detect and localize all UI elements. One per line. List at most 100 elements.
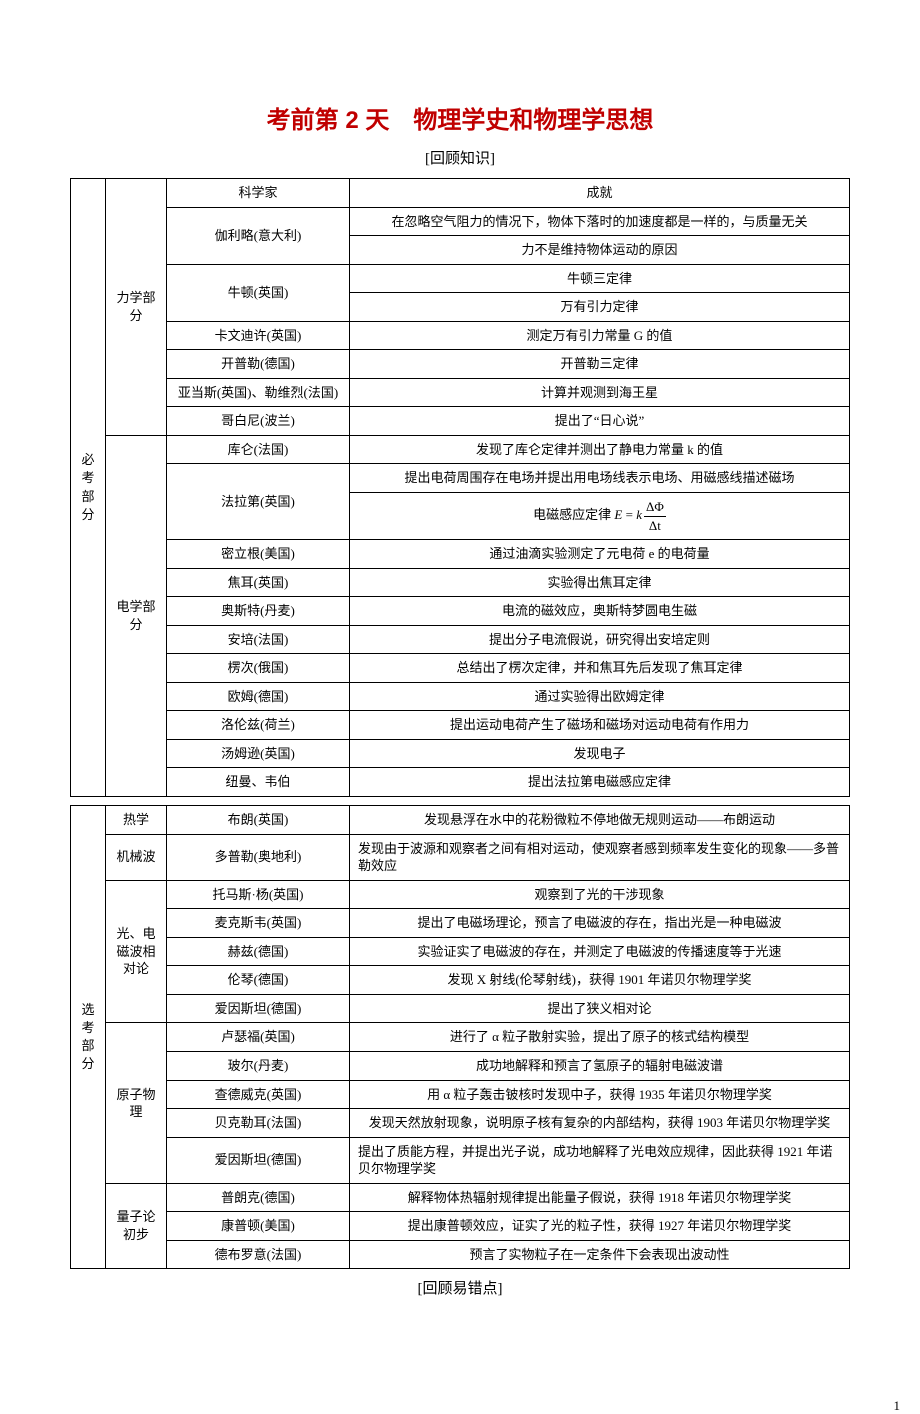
category-label: 电学部分	[106, 435, 167, 796]
achievement-cell: 提出电荷周围存在电场并提出用电场线表示电场、用磁感线描述磁场	[350, 464, 850, 493]
scientist-cell: 密立根(美国)	[167, 540, 350, 569]
scientist-cell: 爱因斯坦(德国)	[167, 994, 350, 1023]
table-row: 卡文迪许(英国)测定万有引力常量 G 的值	[71, 321, 850, 350]
table-row: 爱因斯坦(德国)提出了狭义相对论	[71, 994, 850, 1023]
table-row: 康普顿(美国)提出康普顿效应，证实了光的粒子性，获得 1927 年诺贝尔物理学奖	[71, 1212, 850, 1241]
table-row: 牛顿(英国)牛顿三定律	[71, 264, 850, 293]
table-row: 欧姆(德国)通过实验得出欧姆定律	[71, 682, 850, 711]
scientist-cell: 洛伦兹(荷兰)	[167, 711, 350, 740]
scientist-cell: 纽曼、韦伯	[167, 768, 350, 797]
page-number: 1	[0, 1398, 920, 1414]
achievement-cell: 电磁感应定律 E = kΔΦΔt	[350, 493, 850, 540]
achievement-cell: 发现电子	[350, 739, 850, 768]
table-row: 开普勒(德国)开普勒三定律	[71, 350, 850, 379]
scientist-cell: 库仑(法国)	[167, 435, 350, 464]
table-row: 光、电磁波相对论托马斯·杨(英国)观察到了光的干涉现象	[71, 880, 850, 909]
achievement-cell: 成功地解释和预言了氢原子的辐射电磁波谱	[350, 1051, 850, 1080]
achievement-cell: 发现由于波源和观察者之间有相对运动，使观察者感到频率发生变化的现象——多普勒效应	[350, 834, 850, 880]
scientist-cell: 亚当斯(英国)、勒维烈(法国)	[167, 378, 350, 407]
table-row: 原子物理卢瑟福(英国)进行了 α 粒子散射实验，提出了原子的核式结构模型	[71, 1023, 850, 1052]
table-row: 选考部分热学布朗(英国)发现悬浮在水中的花粉微粒不停地做无规则运动——布朗运动	[71, 806, 850, 835]
achievement-cell: 提出法拉第电磁感应定律	[350, 768, 850, 797]
scientist-cell: 查德威克(英国)	[167, 1080, 350, 1109]
achievement-cell: 总结出了楞次定律，并和焦耳先后发现了焦耳定律	[350, 654, 850, 683]
table-row: 贝克勒耳(法国)发现天然放射现象，说明原子核有复杂的内部结构，获得 1903 年…	[71, 1109, 850, 1138]
table-row: 爱因斯坦(德国)提出了质能方程，并提出光子说，成功地解释了光电效应规律，因此获得…	[71, 1137, 850, 1183]
scientist-cell: 牛顿(英国)	[167, 264, 350, 321]
scientist-cell: 德布罗意(法国)	[167, 1240, 350, 1269]
scientist-cell: 伦琴(德国)	[167, 966, 350, 995]
scientist-cell: 哥白尼(波兰)	[167, 407, 350, 436]
category-label: 机械波	[106, 834, 167, 880]
section-table: 选考部分热学布朗(英国)发现悬浮在水中的花粉微粒不停地做无规则运动——布朗运动机…	[70, 805, 850, 1269]
achievement-cell: 发现天然放射现象，说明原子核有复杂的内部结构，获得 1903 年诺贝尔物理学奖	[350, 1109, 850, 1138]
side-label: 选考部分	[71, 806, 106, 1269]
category-label: 光、电磁波相对论	[106, 880, 167, 1023]
achievement-cell: 提出了“日心说”	[350, 407, 850, 436]
scientist-cell: 焦耳(英国)	[167, 568, 350, 597]
table-row: 伽利略(意大利)在忽略空气阻力的情况下，物体下落时的加速度都是一样的，与质量无关	[71, 207, 850, 236]
table-row: 必考部分力学部分科学家成就	[71, 179, 850, 208]
achievement-cell: 万有引力定律	[350, 293, 850, 322]
table-row: 亚当斯(英国)、勒维烈(法国)计算并观测到海王星	[71, 378, 850, 407]
achievement-cell: 开普勒三定律	[350, 350, 850, 379]
table-row: 哥白尼(波兰)提出了“日心说”	[71, 407, 850, 436]
table-row: 汤姆逊(英国)发现电子	[71, 739, 850, 768]
table-row: 量子论初步普朗克(德国)解释物体热辐射规律提出能量子假说，获得 1918 年诺贝…	[71, 1183, 850, 1212]
table-row: 密立根(美国)通过油滴实验测定了元电荷 e 的电荷量	[71, 540, 850, 569]
scientist-cell: 普朗克(德国)	[167, 1183, 350, 1212]
scientist-cell: 多普勒(奥地利)	[167, 834, 350, 880]
scientist-cell: 欧姆(德国)	[167, 682, 350, 711]
achievement-cell: 提出了狭义相对论	[350, 994, 850, 1023]
scientist-cell: 法拉第(英国)	[167, 464, 350, 540]
scientist-cell: 康普顿(美国)	[167, 1212, 350, 1241]
scientist-cell: 卢瑟福(英国)	[167, 1023, 350, 1052]
table-row: 电学部分库仑(法国)发现了库仑定律并测出了静电力常量 k 的值	[71, 435, 850, 464]
table-row: 伦琴(德国)发现 X 射线(伦琴射线)，获得 1901 年诺贝尔物理学奖	[71, 966, 850, 995]
achievement-cell: 发现 X 射线(伦琴射线)，获得 1901 年诺贝尔物理学奖	[350, 966, 850, 995]
scientist-cell: 麦克斯韦(英国)	[167, 909, 350, 938]
achievement-cell: 解释物体热辐射规律提出能量子假说，获得 1918 年诺贝尔物理学奖	[350, 1183, 850, 1212]
footer-subtitle: [回顾易错点]	[70, 1277, 850, 1298]
table-row: 奥斯特(丹麦)电流的磁效应，奥斯特梦圆电生磁	[71, 597, 850, 626]
table-row: 法拉第(英国)提出电荷周围存在电场并提出用电场线表示电场、用磁感线描述磁场	[71, 464, 850, 493]
scientist-cell: 奥斯特(丹麦)	[167, 597, 350, 626]
side-label: 必考部分	[71, 179, 106, 797]
table-row: 楞次(俄国)总结出了楞次定律，并和焦耳先后发现了焦耳定律	[71, 654, 850, 683]
achievement-cell: 提出了电磁场理论，预言了电磁波的存在，指出光是一种电磁波	[350, 909, 850, 938]
table-row: 玻尔(丹麦)成功地解释和预言了氢原子的辐射电磁波谱	[71, 1051, 850, 1080]
section-subtitle: [回顾知识]	[70, 147, 850, 168]
category-label: 量子论初步	[106, 1183, 167, 1269]
achievement-cell: 实验得出焦耳定律	[350, 568, 850, 597]
table-row: 查德威克(英国)用 α 粒子轰击铍核时发现中子，获得 1935 年诺贝尔物理学奖	[71, 1080, 850, 1109]
scientist-cell: 伽利略(意大利)	[167, 207, 350, 264]
achievement-cell: 成就	[350, 179, 850, 208]
achievement-cell: 预言了实物粒子在一定条件下会表现出波动性	[350, 1240, 850, 1269]
scientist-cell: 贝克勒耳(法国)	[167, 1109, 350, 1138]
scientist-cell: 汤姆逊(英国)	[167, 739, 350, 768]
achievement-cell: 发现了库仑定律并测出了静电力常量 k 的值	[350, 435, 850, 464]
scientist-cell: 爱因斯坦(德国)	[167, 1137, 350, 1183]
achievement-cell: 在忽略空气阻力的情况下，物体下落时的加速度都是一样的，与质量无关	[350, 207, 850, 236]
achievement-cell: 提出康普顿效应，证实了光的粒子性，获得 1927 年诺贝尔物理学奖	[350, 1212, 850, 1241]
scientist-cell: 托马斯·杨(英国)	[167, 880, 350, 909]
achievement-cell: 观察到了光的干涉现象	[350, 880, 850, 909]
achievement-cell: 力不是维持物体运动的原因	[350, 236, 850, 265]
section-table: 必考部分力学部分科学家成就伽利略(意大利)在忽略空气阻力的情况下，物体下落时的加…	[70, 178, 850, 797]
table-row: 洛伦兹(荷兰)提出运动电荷产生了磁场和磁场对运动电荷有作用力	[71, 711, 850, 740]
achievement-cell: 通过油滴实验测定了元电荷 e 的电荷量	[350, 540, 850, 569]
achievement-cell: 提出了质能方程，并提出光子说，成功地解释了光电效应规律，因此获得 1921 年诺…	[350, 1137, 850, 1183]
achievement-cell: 用 α 粒子轰击铍核时发现中子，获得 1935 年诺贝尔物理学奖	[350, 1080, 850, 1109]
table-row: 赫兹(德国)实验证实了电磁波的存在，并测定了电磁波的传播速度等于光速	[71, 937, 850, 966]
achievement-cell: 实验证实了电磁波的存在，并测定了电磁波的传播速度等于光速	[350, 937, 850, 966]
achievement-cell: 提出分子电流假说，研究得出安培定则	[350, 625, 850, 654]
table-row: 德布罗意(法国)预言了实物粒子在一定条件下会表现出波动性	[71, 1240, 850, 1269]
scientist-cell: 卡文迪许(英国)	[167, 321, 350, 350]
scientist-cell: 开普勒(德国)	[167, 350, 350, 379]
category-label: 热学	[106, 806, 167, 835]
category-label: 力学部分	[106, 179, 167, 436]
achievement-cell: 通过实验得出欧姆定律	[350, 682, 850, 711]
achievement-cell: 提出运动电荷产生了磁场和磁场对运动电荷有作用力	[350, 711, 850, 740]
table-row: 焦耳(英国)实验得出焦耳定律	[71, 568, 850, 597]
table-row: 安培(法国)提出分子电流假说，研究得出安培定则	[71, 625, 850, 654]
